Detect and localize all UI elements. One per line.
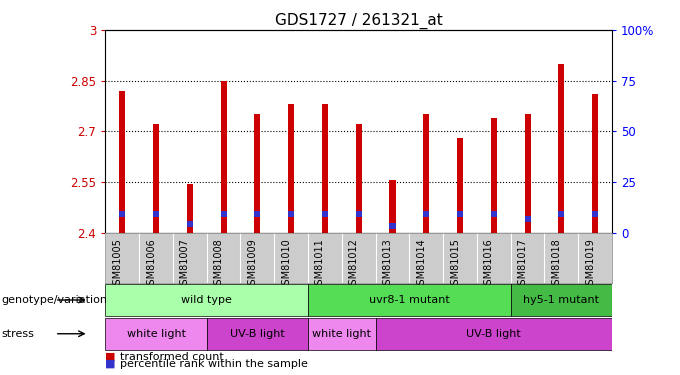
Text: GSM81007: GSM81007 (180, 238, 190, 291)
Text: GSM81006: GSM81006 (146, 238, 156, 291)
Bar (457, 211, 463, 217)
Text: GSM81012: GSM81012 (349, 238, 359, 291)
Text: white light: white light (312, 329, 371, 339)
Text: transformed count: transformed count (120, 352, 224, 362)
Text: GSM81015: GSM81015 (450, 238, 460, 291)
Bar (558, 64, 564, 232)
Bar (457, 138, 463, 232)
Bar (220, 211, 226, 217)
Text: GSM81011: GSM81011 (315, 238, 325, 291)
Bar (119, 211, 125, 217)
Bar (390, 223, 396, 229)
Bar (322, 211, 328, 217)
Bar (524, 114, 530, 232)
Bar (308, 318, 375, 350)
Bar (254, 211, 260, 217)
Bar (207, 318, 308, 350)
Bar (153, 124, 159, 232)
Text: GSM81018: GSM81018 (551, 238, 562, 291)
Bar (491, 118, 497, 232)
Title: GDS1727 / 261321_at: GDS1727 / 261321_at (275, 12, 443, 28)
Bar (558, 211, 564, 217)
Bar (187, 184, 193, 232)
Bar (119, 91, 125, 232)
Text: stress: stress (1, 329, 34, 339)
Bar (220, 81, 226, 232)
Text: GSM81009: GSM81009 (248, 238, 257, 291)
Text: white light: white light (126, 329, 186, 339)
Bar (423, 211, 429, 217)
Bar (356, 211, 362, 217)
Bar (187, 221, 193, 227)
Bar (390, 180, 396, 232)
Text: uvr8-1 mutant: uvr8-1 mutant (369, 295, 449, 305)
Bar (322, 104, 328, 232)
Bar (254, 114, 260, 232)
Bar (288, 104, 294, 232)
Text: GSM81013: GSM81013 (382, 238, 392, 291)
Bar (375, 318, 612, 350)
Text: GSM81005: GSM81005 (112, 238, 122, 291)
Bar (105, 318, 207, 350)
Text: UV-B light: UV-B light (230, 329, 285, 339)
Bar (592, 211, 598, 217)
Text: GSM81014: GSM81014 (416, 238, 426, 291)
Text: hy5-1 mutant: hy5-1 mutant (524, 295, 599, 305)
Text: wild type: wild type (182, 295, 232, 305)
Text: UV-B light: UV-B light (466, 329, 521, 339)
Text: GSM81016: GSM81016 (483, 238, 494, 291)
Bar (524, 216, 530, 222)
Text: GSM81019: GSM81019 (585, 238, 595, 291)
Bar (491, 211, 497, 217)
Bar (592, 94, 598, 232)
Bar (288, 211, 294, 217)
Bar (511, 284, 612, 316)
Text: GSM81017: GSM81017 (517, 238, 528, 291)
Bar (356, 124, 362, 232)
Text: ■: ■ (105, 352, 116, 362)
Text: percentile rank within the sample: percentile rank within the sample (120, 359, 308, 369)
Bar (423, 114, 429, 232)
Text: ■: ■ (105, 359, 116, 369)
Bar (153, 211, 159, 217)
Bar (308, 284, 511, 316)
Text: GSM81008: GSM81008 (214, 238, 224, 291)
Bar (105, 284, 308, 316)
Text: GSM81010: GSM81010 (281, 238, 291, 291)
Text: genotype/variation: genotype/variation (1, 295, 107, 305)
